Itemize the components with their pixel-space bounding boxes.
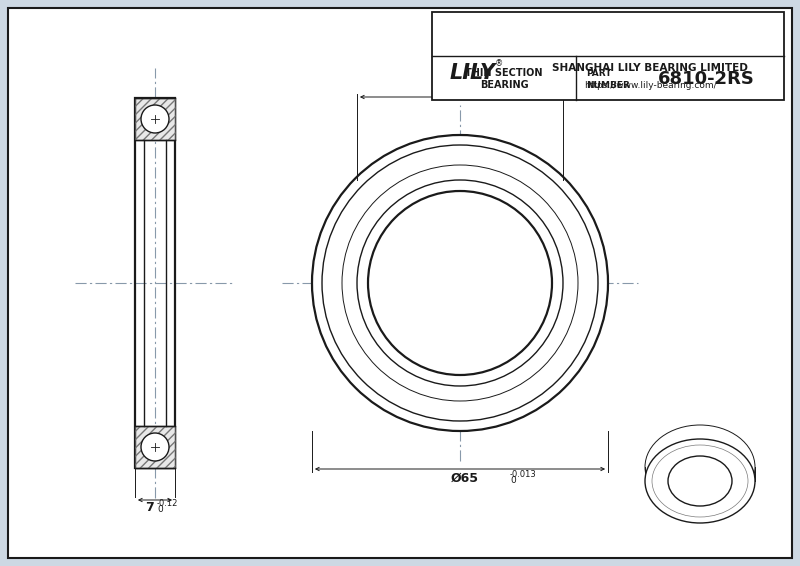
Bar xyxy=(135,426,175,468)
Text: THIN SECTION: THIN SECTION xyxy=(466,68,543,78)
Text: PART: PART xyxy=(586,68,612,78)
Circle shape xyxy=(357,180,563,386)
Text: 7: 7 xyxy=(145,501,154,514)
Text: BEARING: BEARING xyxy=(480,80,529,90)
Text: https://www.lily-bearing.com/: https://www.lily-bearing.com/ xyxy=(584,81,717,90)
Circle shape xyxy=(322,145,598,421)
Bar xyxy=(135,98,175,140)
Ellipse shape xyxy=(645,439,755,523)
Circle shape xyxy=(312,135,608,431)
Text: NUMBER: NUMBER xyxy=(586,80,630,89)
Text: SHANGHAI LILY BEARING LIMITED: SHANGHAI LILY BEARING LIMITED xyxy=(552,63,748,73)
Bar xyxy=(135,426,175,468)
Ellipse shape xyxy=(645,425,755,509)
Ellipse shape xyxy=(668,442,732,492)
Text: 0: 0 xyxy=(157,505,162,514)
Circle shape xyxy=(141,433,169,461)
Text: Ø65: Ø65 xyxy=(451,472,479,485)
Text: -0.12: -0.12 xyxy=(157,499,178,508)
Text: -0.012: -0.012 xyxy=(503,71,530,80)
Text: LILY: LILY xyxy=(450,63,496,83)
Bar xyxy=(135,98,175,468)
Text: -0.013: -0.013 xyxy=(510,470,537,479)
Circle shape xyxy=(368,191,552,375)
Circle shape xyxy=(342,165,578,401)
Circle shape xyxy=(141,105,169,133)
Text: ®: ® xyxy=(495,59,503,68)
Ellipse shape xyxy=(668,456,732,506)
Text: Ø50: Ø50 xyxy=(451,79,479,92)
Bar xyxy=(135,98,175,140)
Text: 0: 0 xyxy=(503,79,509,88)
Bar xyxy=(135,98,175,468)
Bar xyxy=(432,12,784,100)
Text: 0: 0 xyxy=(510,476,516,485)
Text: 6810-2RS: 6810-2RS xyxy=(658,70,755,88)
